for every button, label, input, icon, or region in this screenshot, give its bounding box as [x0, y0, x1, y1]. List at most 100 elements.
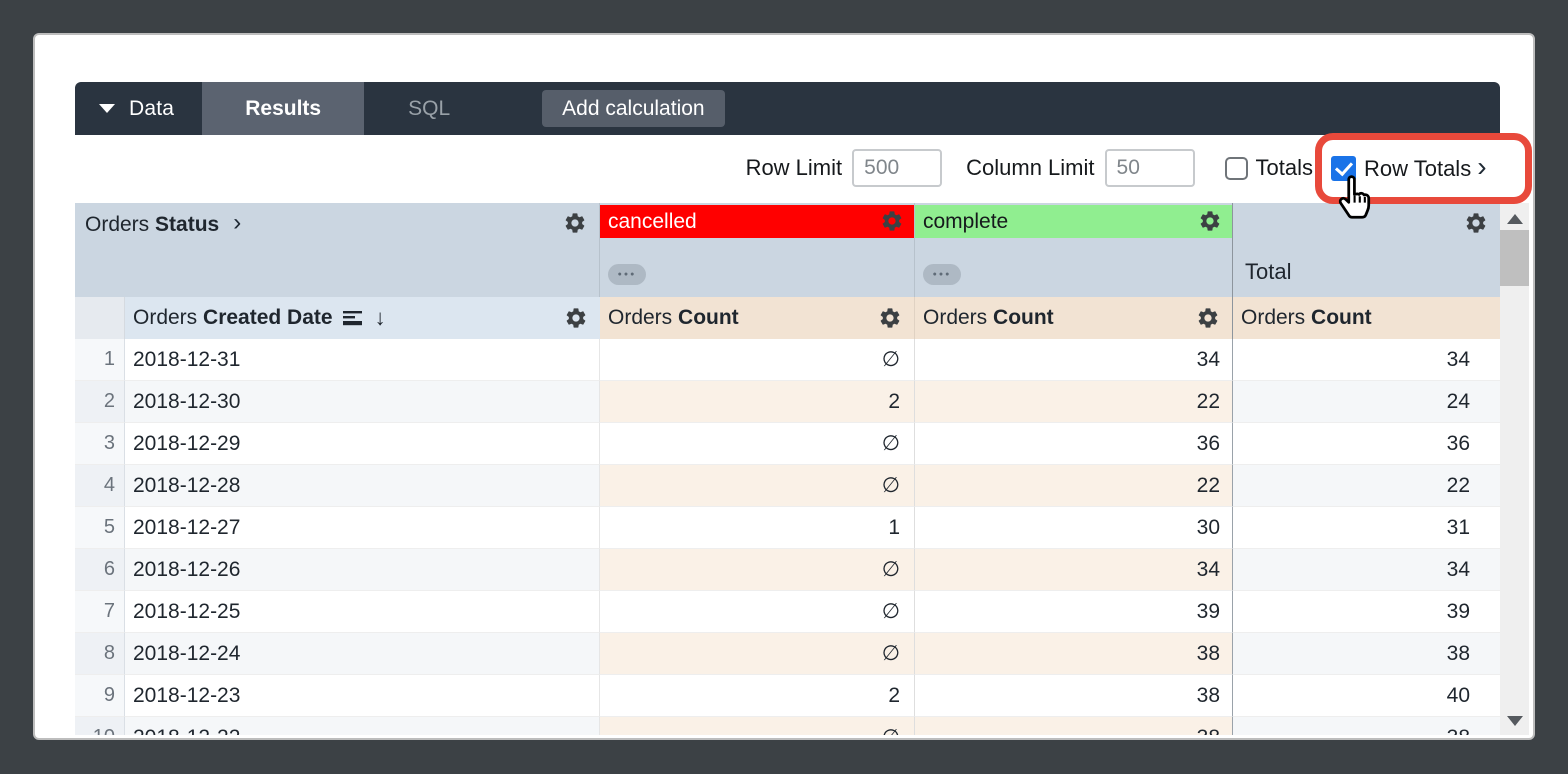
- cell-cancelled-count[interactable]: 1: [600, 507, 915, 549]
- cell-cancelled-count[interactable]: ∅: [600, 549, 915, 591]
- chevron-right-icon[interactable]: ›: [1477, 150, 1487, 182]
- cell-row-total[interactable]: 31: [1233, 507, 1500, 549]
- cell-created-date[interactable]: 2018-12-24: [125, 633, 600, 675]
- row-index: 10: [75, 717, 125, 735]
- row-index: 8: [75, 633, 125, 675]
- row-index: 6: [75, 549, 125, 591]
- row-limit-label: Row Limit: [745, 155, 843, 180]
- cell-row-total[interactable]: 39: [1233, 591, 1500, 633]
- hand-cursor-icon: [1338, 175, 1371, 219]
- measure-header-cancelled[interactable]: Orders Count: [600, 297, 915, 339]
- totals-checkbox[interactable]: [1224, 156, 1248, 180]
- cell-created-date[interactable]: 2018-12-26: [125, 549, 600, 591]
- sort-desc-icon[interactable]: ↓: [374, 305, 386, 330]
- cell-created-date[interactable]: 2018-12-30: [125, 381, 600, 423]
- pivot-column-complete: complete ●●●: [915, 203, 1233, 297]
- pivot-column-total: Total: [1233, 203, 1500, 297]
- cell-cancelled-count[interactable]: ∅: [600, 633, 915, 675]
- scrollbar-thumb[interactable]: [1500, 230, 1529, 286]
- cell-created-date[interactable]: 2018-12-25: [125, 591, 600, 633]
- cell-complete-count[interactable]: 22: [915, 465, 1233, 507]
- pivot-column-cancelled: cancelled ●●●: [600, 203, 915, 297]
- cell-complete-count[interactable]: 39: [915, 591, 1233, 633]
- cell-row-total[interactable]: 22: [1233, 465, 1500, 507]
- row-index: 2: [75, 381, 125, 423]
- cell-cancelled-count[interactable]: ∅: [600, 717, 915, 735]
- cell-created-date[interactable]: 2018-12-22: [125, 717, 600, 735]
- table-row: 6 2018-12-26 ∅ 34 34: [75, 549, 1500, 591]
- pivot-value-complete[interactable]: complete: [915, 205, 1232, 238]
- cell-complete-count[interactable]: 38: [915, 675, 1233, 717]
- table-row: 7 2018-12-25 ∅ 39 39: [75, 591, 1500, 633]
- gear-icon[interactable]: [878, 306, 902, 330]
- cell-complete-count[interactable]: 34: [915, 339, 1233, 381]
- cell-complete-count[interactable]: 36: [915, 423, 1233, 465]
- cell-cancelled-count[interactable]: ∅: [600, 465, 915, 507]
- scroll-up-icon[interactable]: [1507, 214, 1523, 224]
- pivot-header-row: Orders Status › cancelled ●●● complete: [75, 203, 1500, 297]
- cell-row-total[interactable]: 24: [1233, 381, 1500, 423]
- cell-created-date[interactable]: 2018-12-29: [125, 423, 600, 465]
- gear-icon[interactable]: [564, 306, 588, 330]
- cell-row-total[interactable]: 38: [1233, 717, 1500, 735]
- gear-icon[interactable]: [1464, 211, 1488, 235]
- cell-created-date[interactable]: 2018-12-28: [125, 465, 600, 507]
- gear-icon[interactable]: [1196, 306, 1220, 330]
- data-section-label: Data: [129, 96, 175, 120]
- pivot-more-menu[interactable]: ●●●: [608, 264, 646, 285]
- cell-complete-count[interactable]: 38: [915, 717, 1233, 735]
- gear-icon[interactable]: [1198, 209, 1222, 233]
- table-row: 1 2018-12-31 ∅ 34 34: [75, 339, 1500, 381]
- dimension-header[interactable]: Orders Created Date ↓: [125, 297, 600, 339]
- gear-icon[interactable]: [880, 209, 904, 233]
- cell-cancelled-count[interactable]: ∅: [600, 423, 915, 465]
- measure-header-total[interactable]: Orders Count: [1233, 297, 1500, 339]
- gear-icon[interactable]: [563, 211, 587, 235]
- query-controls: Row Limit Column Limit Totals: [75, 135, 1313, 201]
- cell-row-total[interactable]: 38: [1233, 633, 1500, 675]
- table-row: 8 2018-12-24 ∅ 38 38: [75, 633, 1500, 675]
- date-density-icon[interactable]: [342, 309, 364, 327]
- cell-complete-count[interactable]: 34: [915, 549, 1233, 591]
- row-index: 7: [75, 591, 125, 633]
- measure-header-complete[interactable]: Orders Count: [915, 297, 1233, 339]
- cell-row-total[interactable]: 34: [1233, 549, 1500, 591]
- row-index: 4: [75, 465, 125, 507]
- data-section-toggle[interactable]: Data: [75, 82, 202, 135]
- cell-cancelled-count[interactable]: ∅: [600, 339, 915, 381]
- pivot-value-cancelled[interactable]: cancelled: [600, 205, 914, 238]
- row-index: 1: [75, 339, 125, 381]
- table-row: 5 2018-12-27 1 30 31: [75, 507, 1500, 549]
- cell-cancelled-count[interactable]: 2: [600, 675, 915, 717]
- row-index: 3: [75, 423, 125, 465]
- pivot-more-menu[interactable]: ●●●: [923, 264, 961, 285]
- cell-created-date[interactable]: 2018-12-27: [125, 507, 600, 549]
- scroll-down-icon[interactable]: [1507, 716, 1523, 726]
- cell-created-date[interactable]: 2018-12-31: [125, 339, 600, 381]
- cell-row-total[interactable]: 36: [1233, 423, 1500, 465]
- results-table: Orders Status › cancelled ●●● complete: [75, 203, 1500, 735]
- data-section-bar: Data Results SQL Add calculation: [75, 82, 1500, 135]
- cell-created-date[interactable]: 2018-12-23: [125, 675, 600, 717]
- cell-cancelled-count[interactable]: ∅: [600, 591, 915, 633]
- row-totals-label: Row Totals: [1364, 155, 1472, 181]
- tab-sql[interactable]: SQL: [408, 96, 451, 120]
- tab-results[interactable]: Results: [202, 82, 365, 135]
- column-limit-input[interactable]: [1104, 149, 1195, 187]
- table-row: 4 2018-12-28 ∅ 22 22: [75, 465, 1500, 507]
- add-calculation-button[interactable]: Add calculation: [542, 90, 725, 127]
- cell-row-total[interactable]: 34: [1233, 339, 1500, 381]
- cell-complete-count[interactable]: 22: [915, 381, 1233, 423]
- explore-panel: Data Results SQL Add calculation Row Lim…: [33, 33, 1535, 740]
- cell-complete-count[interactable]: 38: [915, 633, 1233, 675]
- cell-cancelled-count[interactable]: 2: [600, 381, 915, 423]
- row-limit-input[interactable]: [852, 149, 943, 187]
- vertical-scrollbar[interactable]: [1500, 203, 1529, 735]
- cell-row-total[interactable]: 40: [1233, 675, 1500, 717]
- cell-complete-count[interactable]: 30: [915, 507, 1233, 549]
- pivot-field-header[interactable]: Orders Status ›: [75, 203, 600, 297]
- table-row: 2 2018-12-30 2 22 24: [75, 381, 1500, 423]
- row-index: 5: [75, 507, 125, 549]
